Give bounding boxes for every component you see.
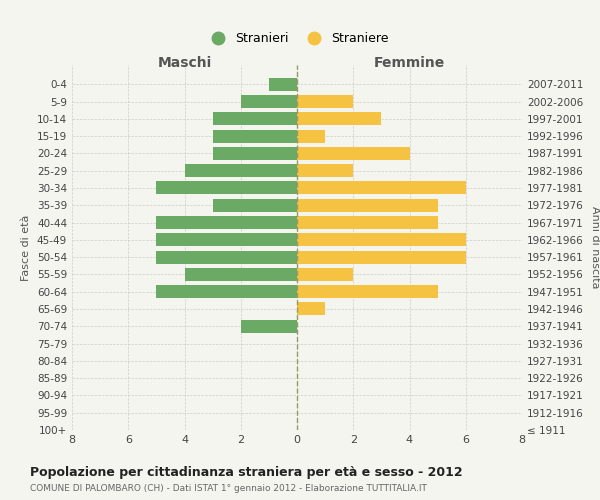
Bar bbox=[212, 112, 297, 126]
Bar bbox=[185, 268, 297, 281]
Bar bbox=[297, 95, 353, 108]
Bar bbox=[269, 78, 297, 90]
Bar bbox=[241, 95, 297, 108]
Bar bbox=[297, 216, 437, 229]
Bar bbox=[241, 320, 297, 333]
Bar bbox=[157, 285, 297, 298]
Bar bbox=[297, 164, 353, 177]
Bar bbox=[157, 182, 297, 194]
Bar bbox=[297, 285, 437, 298]
Bar bbox=[297, 234, 466, 246]
Bar bbox=[297, 147, 409, 160]
Bar bbox=[212, 130, 297, 142]
Y-axis label: Anni di nascita: Anni di nascita bbox=[590, 206, 600, 289]
Bar bbox=[157, 234, 297, 246]
Legend: Stranieri, Straniere: Stranieri, Straniere bbox=[200, 28, 394, 50]
Bar bbox=[297, 199, 437, 211]
Bar bbox=[212, 199, 297, 211]
Bar bbox=[185, 164, 297, 177]
Bar bbox=[157, 216, 297, 229]
Text: Maschi: Maschi bbox=[157, 56, 212, 70]
Bar bbox=[297, 268, 353, 281]
Bar bbox=[157, 250, 297, 264]
Bar bbox=[297, 112, 382, 126]
Text: COMUNE DI PALOMBARO (CH) - Dati ISTAT 1° gennaio 2012 - Elaborazione TUTTITALIA.: COMUNE DI PALOMBARO (CH) - Dati ISTAT 1°… bbox=[30, 484, 427, 493]
Text: Femmine: Femmine bbox=[374, 56, 445, 70]
Bar bbox=[212, 147, 297, 160]
Bar bbox=[297, 182, 466, 194]
Bar bbox=[297, 130, 325, 142]
Text: Popolazione per cittadinanza straniera per età e sesso - 2012: Popolazione per cittadinanza straniera p… bbox=[30, 466, 463, 479]
Y-axis label: Fasce di età: Fasce di età bbox=[22, 214, 31, 280]
Bar bbox=[297, 250, 466, 264]
Bar bbox=[297, 302, 325, 316]
